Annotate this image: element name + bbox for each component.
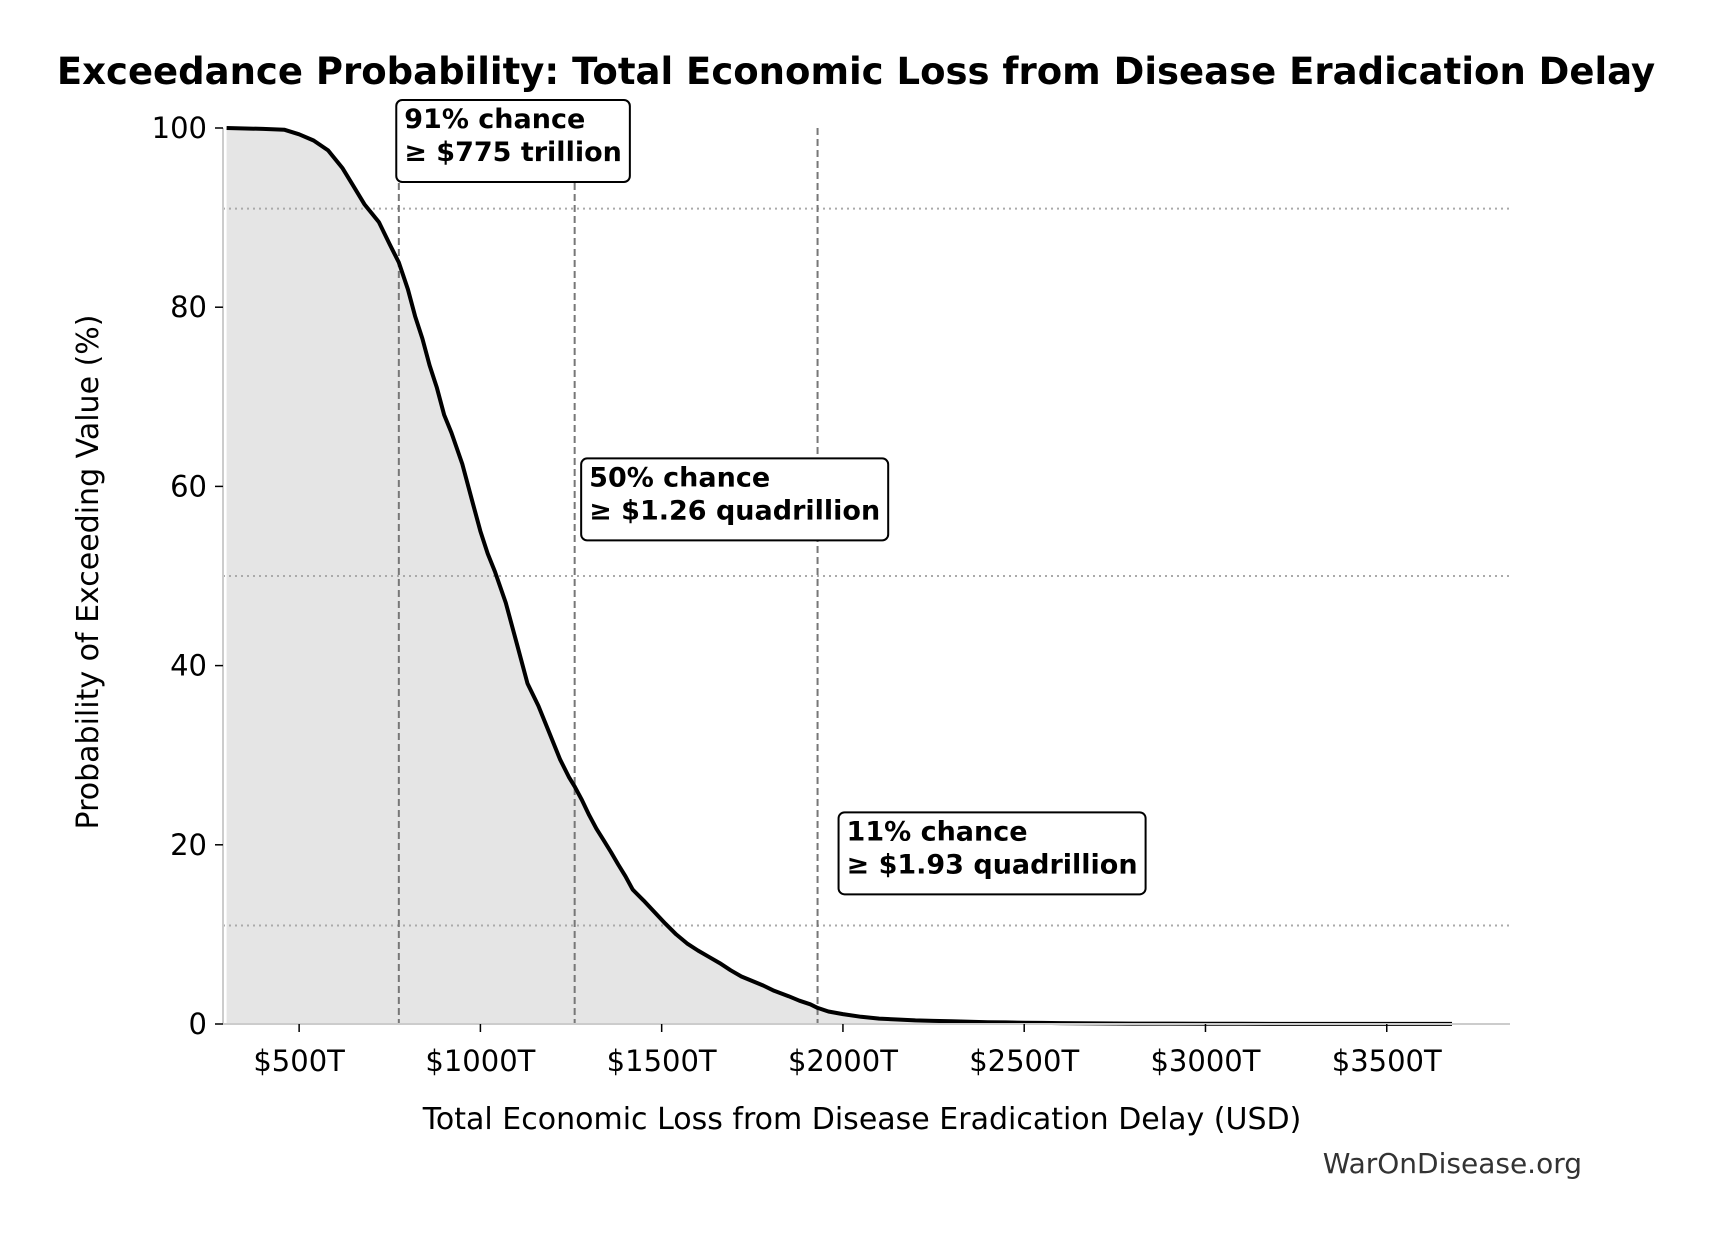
x-tick-label: $3500T	[1332, 1044, 1442, 1078]
y-tick-label: 100	[152, 111, 207, 145]
y-tick-label: 0	[189, 1007, 207, 1041]
vertical-reference-lines	[397, 128, 819, 1024]
annotation-line1: 11% chance	[847, 816, 1028, 847]
annotation-box	[837, 811, 1147, 896]
annotation-box	[580, 457, 890, 542]
x-tick-label: $2500T	[969, 1044, 1079, 1078]
y-tick-label: 80	[170, 290, 207, 324]
annotation-line1: 91% chance	[404, 104, 585, 135]
x-tick-label: $1500T	[607, 1044, 717, 1078]
annotation-1: 50% chance≥ $1.26 quadrillion	[580, 457, 890, 542]
watermark: WarOnDisease.org	[1323, 1147, 1582, 1180]
x-axis-ticks: $500T $1000T $1500T $2000T $2500T $3000T $3500…	[253, 1024, 1442, 1078]
x-tick-label: $2000T	[788, 1044, 898, 1078]
x-axis-label: Total Economic Loss from Disease Eradica…	[422, 1102, 1302, 1137]
x-tick-label: $500T	[253, 1044, 345, 1078]
y-tick-label: 60	[170, 469, 207, 503]
annotation-0: 91% chance≥ $775 trillion	[395, 99, 631, 183]
y-tick-label: 40	[170, 649, 207, 683]
chart-title: Exceedance Probability: Total Economic L…	[57, 50, 1655, 93]
annotation-line2: ≥ $1.26 quadrillion	[589, 495, 880, 526]
exceedance-fill-area	[226, 128, 1453, 1024]
exceedance-curve-line	[226, 126, 1452, 1026]
axes: $500T $1000T $1500T $2000T $2500T $3000T $3500…	[152, 111, 1510, 1078]
annotation-2: 11% chance≥ $1.93 quadrillion	[837, 811, 1147, 896]
y-tick-label: 20	[170, 828, 207, 862]
annotation-line1: 50% chance	[589, 462, 770, 493]
x-tick-label: $1000T	[425, 1044, 535, 1078]
y-axis-ticks: 0 20 40 60 80 100	[152, 111, 223, 1041]
horizontal-reference-lines	[223, 207, 1510, 927]
annotation-line2: ≥ $775 trillion	[404, 137, 622, 168]
y-axis-label: Probability of Exceeding Value (%)	[71, 315, 106, 830]
annotation-line2: ≥ $1.93 quadrillion	[847, 849, 1138, 880]
annotation-box	[395, 99, 631, 183]
x-tick-label: $3000T	[1150, 1044, 1260, 1078]
